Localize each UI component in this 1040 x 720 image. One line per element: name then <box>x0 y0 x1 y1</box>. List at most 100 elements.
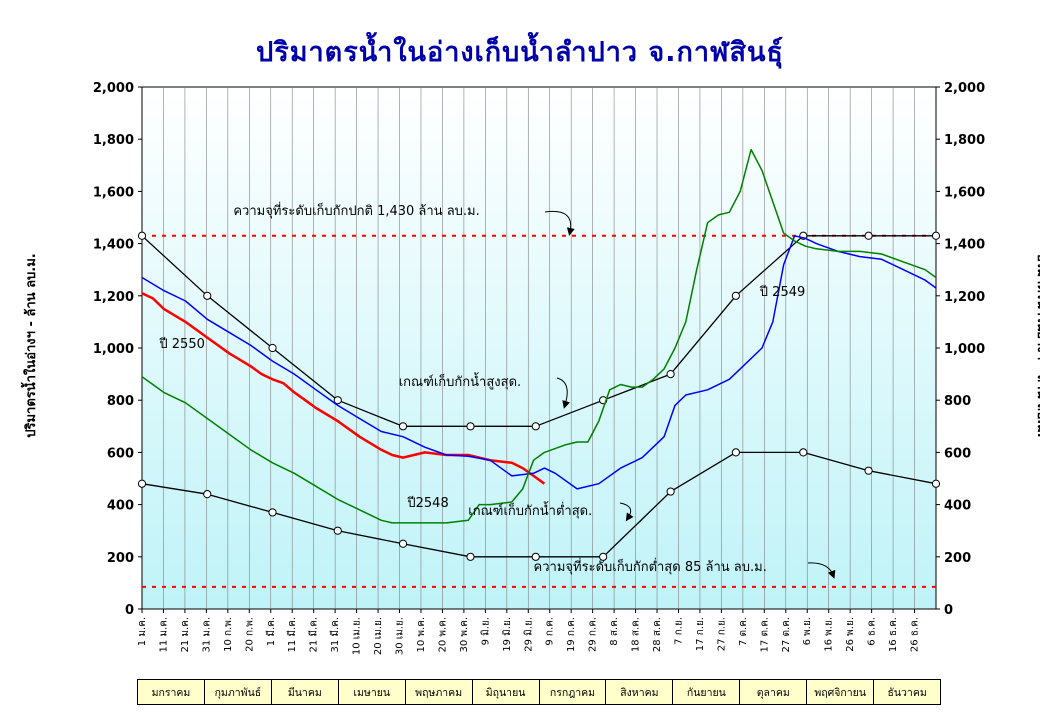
x-tick-label: 17 ก.ย. <box>695 617 706 651</box>
y-tick-label-left: 800 <box>107 394 134 409</box>
annotation-label: ปี 2550 <box>158 336 204 352</box>
series-marker <box>531 552 540 561</box>
month-label: กุมภาพันธ์ <box>205 680 272 704</box>
y-tick-label-left: 600 <box>107 446 134 461</box>
month-label: มกราคม <box>138 680 205 704</box>
x-tick-label: 26 ธ.ค. <box>910 617 921 652</box>
x-tick-label: 7 ต.ค. <box>738 617 749 646</box>
series-marker <box>666 370 675 379</box>
x-tick-label: 10 พ.ค. <box>416 617 427 653</box>
annotation-label: เกณฑ์เก็บกักน้ำสูงสุด. <box>399 372 521 390</box>
series-marker <box>799 448 808 457</box>
month-label: ตุลาคม <box>740 680 808 704</box>
y-tick-label-left: 1,200 <box>93 290 134 305</box>
series-marker <box>864 231 873 240</box>
annotation-label: ความจุที่ระดับเก็บกักปกติ 1,430 ล้าน ลบ.… <box>233 201 479 219</box>
annotation-arrow <box>556 377 570 409</box>
x-tick-label: 6 พ.ย. <box>802 617 813 645</box>
month-label: พฤษภาคม <box>406 680 473 704</box>
y-tick-label-right: 2,000 <box>944 81 985 96</box>
x-tick-label: 20 ก.พ. <box>244 617 255 652</box>
x-tick-label: 9 มิ.ย. <box>480 617 491 645</box>
y-tick-label-left: 1,400 <box>93 238 134 253</box>
x-tick-label: 10 ก.พ. <box>223 617 234 652</box>
y-tick-label-right: 800 <box>944 394 971 409</box>
chart-title: ปริมาตรน้ำในอ่างเก็บน้ำลำปาว จ.กาฬสินธุ์ <box>256 37 784 68</box>
plot-area <box>141 86 937 610</box>
series-marker <box>931 479 941 488</box>
y-tick-label-right: 1,800 <box>944 133 985 148</box>
series-marker <box>731 448 740 457</box>
y-tick-label-right: 1,600 <box>944 185 985 200</box>
x-tick-label: 21 ม.ค. <box>180 617 191 653</box>
y-tick-label-left: 400 <box>107 499 134 514</box>
y-tick-label-right: 400 <box>944 499 971 514</box>
x-tick-label: 11 มี.ค. <box>286 617 298 653</box>
month-label: กรกฎาคม <box>540 680 607 704</box>
y-tick-label-left: 1,800 <box>93 133 134 148</box>
x-tick-label: 26 พ.ย. <box>845 617 856 652</box>
x-tick-label: 1 มี.ค. <box>265 617 277 646</box>
series-marker <box>398 422 408 431</box>
month-label: สิงหาคม <box>606 680 674 704</box>
x-tick-label: 17 ต.ค. <box>759 617 770 652</box>
month-label: พฤศจิกายน <box>807 680 875 704</box>
series-marker <box>466 422 475 431</box>
series-marker <box>268 508 277 517</box>
x-tick-label: 18 ส.ค. <box>631 617 642 652</box>
annotation-arrow <box>807 562 836 579</box>
y-tick-label-left: 1,000 <box>93 342 134 357</box>
x-tick-label: 8 ส.ค. <box>609 617 620 646</box>
x-tick-label: 27 ต.ค. <box>781 617 792 652</box>
month-label: กันยายน <box>673 680 741 704</box>
x-tick-label: 30 เม.ย. <box>395 617 406 655</box>
x-tick-label: 6 ธ.ค. <box>867 617 878 646</box>
series-marker <box>333 526 342 535</box>
x-tick-label: 30 พ.ค. <box>459 617 470 653</box>
x-tick-label: 28 ส.ค. <box>652 617 663 652</box>
series-marker <box>203 291 212 300</box>
series-line <box>141 235 937 490</box>
annotation-label: ความจุที่ระดับเก็บกักต่ำสุด 85 ล้าน ลบ.ม… <box>534 557 767 575</box>
series-marker <box>864 466 873 475</box>
x-tick-label: 21 มี.ค. <box>308 617 320 653</box>
series-line <box>141 148 937 524</box>
y-tick-label-left: 2,000 <box>93 81 134 96</box>
axes: 1 ม.ค. 11 ม.ค. 21 ม.ค. 31 ม.ค. 10 ก.พ. 20 ก.พ… <box>93 81 985 655</box>
y-tick-label-right: 1,000 <box>944 342 985 357</box>
x-tick-label: 19 ก.ค. <box>566 617 577 652</box>
series-marker <box>466 552 475 561</box>
x-tick-label: 29 มิ.ย. <box>523 617 534 652</box>
x-tick-label: 20 พ.ค. <box>437 617 448 653</box>
x-tick-label: 19 มิ.ย. <box>502 617 513 652</box>
annotation-label: เกณฑ์เก็บกักน้ำต่ำสุด. <box>468 501 592 519</box>
series-marker <box>531 422 540 431</box>
x-tick-label: 20 เม.ย. <box>373 617 384 655</box>
annotation-label: ปี 2549 <box>759 284 805 300</box>
x-tick-label: 1 ม.ค. <box>137 617 148 646</box>
y-tick-label-right: 600 <box>944 446 971 461</box>
x-tick-label: 10 เม.ย. <box>352 617 363 655</box>
month-label: ธันวาคม <box>887 686 927 699</box>
y-tick-label-right: 0 <box>944 603 953 618</box>
series-marker <box>731 291 740 300</box>
series-marker <box>931 231 941 240</box>
x-tick-label: 31 ม.ค. <box>201 617 212 653</box>
x-tick-label: 9 ก.ค. <box>545 617 556 646</box>
y-tick-label-right: 1,400 <box>944 238 985 253</box>
x-tick-label: 29 ก.ค. <box>588 617 599 652</box>
series-marker <box>666 487 675 496</box>
y-tick-label-left: 0 <box>125 603 134 618</box>
x-tick-label: 16 พ.ย. <box>824 617 835 652</box>
series-marker <box>398 539 408 548</box>
y-tick-label-right: 200 <box>944 551 971 566</box>
month-label: มีนาคม <box>272 680 339 704</box>
y-tick-label-left: 200 <box>107 551 134 566</box>
y-axis-label-left: ปริมาตรน้ำในอ่างฯ - ล้าน ลบ.ม. <box>23 253 39 438</box>
series-marker <box>137 479 147 488</box>
grid-lines <box>163 87 915 609</box>
x-tick-label: 7 ก.ย. <box>673 617 684 645</box>
series-marker <box>203 490 212 499</box>
month-label: มิถุนายน <box>473 680 540 704</box>
